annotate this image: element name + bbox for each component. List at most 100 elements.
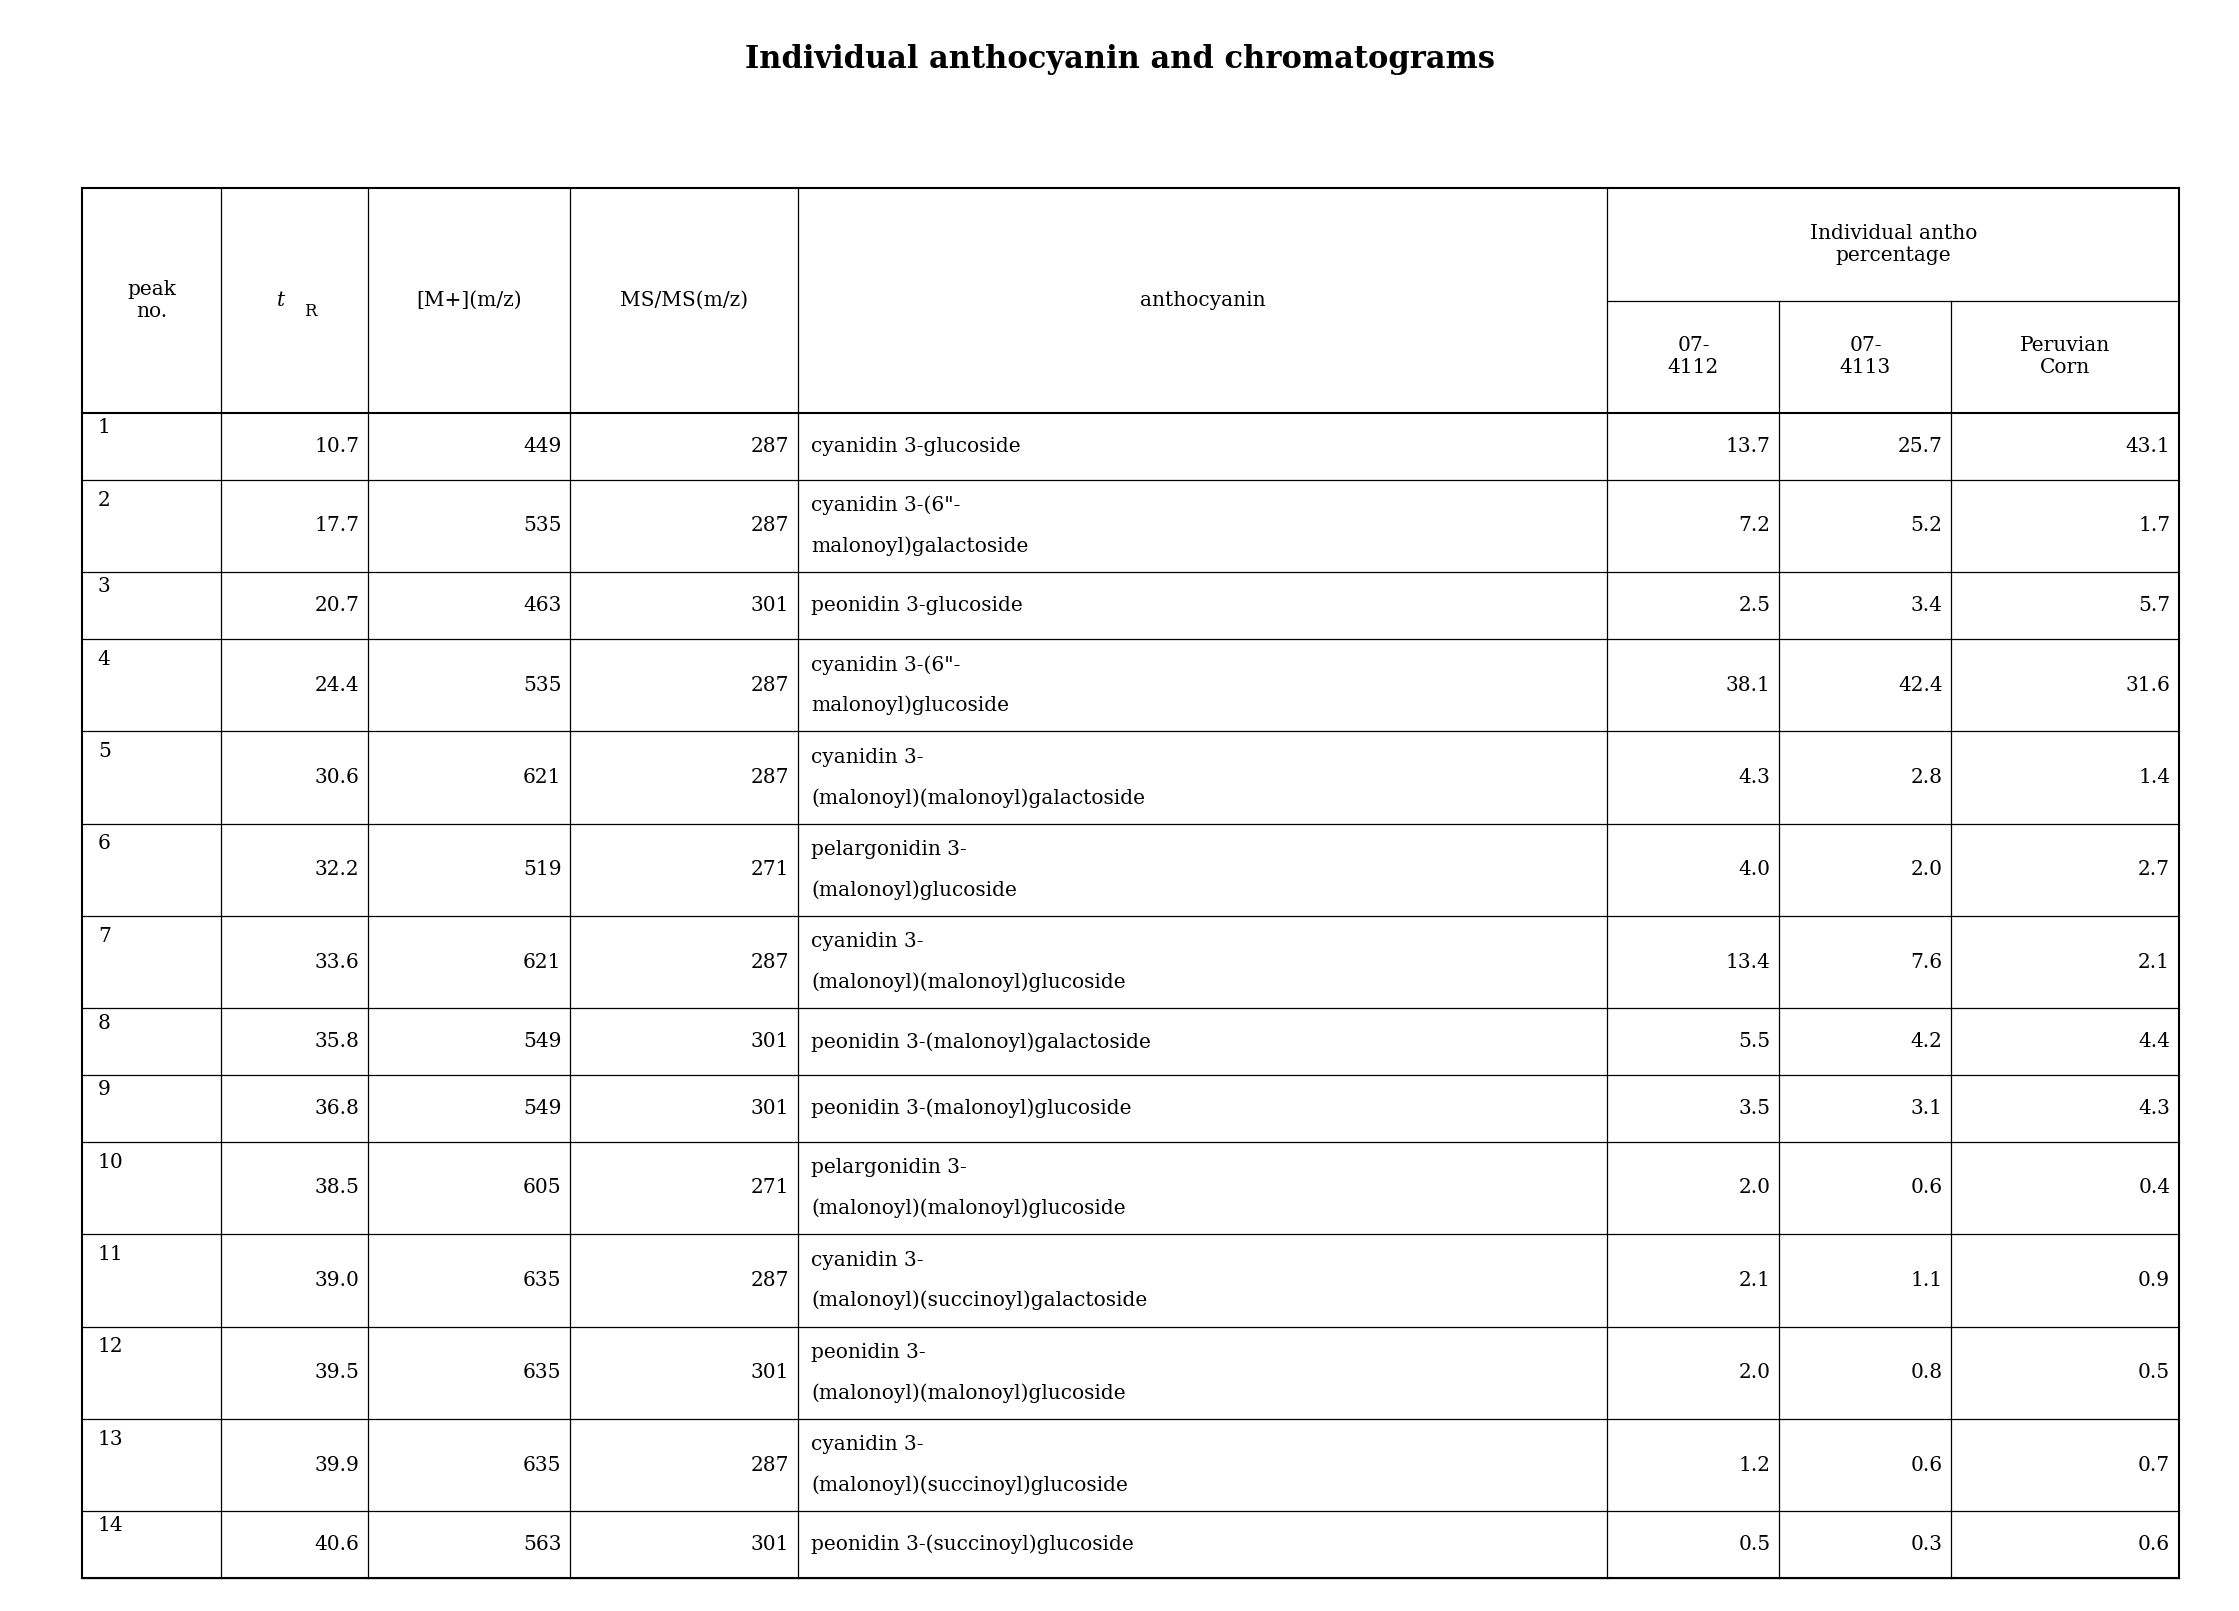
- Text: R: R: [305, 303, 316, 321]
- Text: 13: 13: [99, 1429, 123, 1448]
- Text: 30.6: 30.6: [313, 768, 358, 786]
- Text: 4.3: 4.3: [1740, 768, 1771, 786]
- Text: 8: 8: [99, 1013, 110, 1033]
- Text: peonidin 3-(malonoyl)galactoside: peonidin 3-(malonoyl)galactoside: [811, 1033, 1151, 1052]
- Text: 6: 6: [99, 834, 110, 854]
- Text: 17.7: 17.7: [313, 517, 358, 535]
- Text: 33.6: 33.6: [313, 952, 358, 971]
- Text: Individual antho
percentage: Individual antho percentage: [1809, 224, 1977, 266]
- Text: cyanidin 3-: cyanidin 3-: [811, 1250, 925, 1269]
- Text: 0.9: 0.9: [2138, 1271, 2170, 1290]
- Text: 4.4: 4.4: [2138, 1033, 2170, 1052]
- Text: 42.4: 42.4: [1899, 675, 1943, 694]
- Text: 301: 301: [750, 1099, 788, 1118]
- Text: 287: 287: [750, 952, 788, 971]
- Text: 287: 287: [750, 437, 788, 456]
- Text: 0.6: 0.6: [1910, 1179, 1943, 1197]
- Text: 07-
4112: 07- 4112: [1668, 337, 1720, 377]
- Text: 2.8: 2.8: [1910, 768, 1943, 786]
- Text: 5: 5: [99, 743, 110, 760]
- Text: (malonoyl)glucoside: (malonoyl)glucoside: [811, 880, 1017, 901]
- Text: 3.1: 3.1: [1910, 1099, 1943, 1118]
- Text: 301: 301: [750, 1535, 788, 1555]
- Text: peonidin 3-: peonidin 3-: [811, 1344, 927, 1361]
- Text: 24.4: 24.4: [313, 675, 358, 694]
- Text: 549: 549: [524, 1033, 562, 1052]
- Text: peak
no.: peak no.: [128, 280, 177, 321]
- Text: 4.2: 4.2: [1910, 1033, 1943, 1052]
- Text: 32.2: 32.2: [313, 860, 358, 880]
- Text: 13.7: 13.7: [1726, 437, 1771, 456]
- Text: 463: 463: [524, 596, 562, 615]
- Text: malonoyl)galactoside: malonoyl)galactoside: [811, 536, 1028, 556]
- Text: 40.6: 40.6: [313, 1535, 358, 1555]
- Text: 38.1: 38.1: [1726, 675, 1771, 694]
- Text: 39.9: 39.9: [313, 1456, 358, 1474]
- Text: cyanidin 3-(6"-: cyanidin 3-(6"-: [811, 496, 961, 516]
- Text: (malonoyl)(succinoyl)glucoside: (malonoyl)(succinoyl)glucoside: [811, 1476, 1128, 1495]
- Text: 0.5: 0.5: [2138, 1363, 2170, 1382]
- Text: 535: 535: [524, 517, 562, 535]
- Text: MS/MS(m/z): MS/MS(m/z): [620, 292, 748, 311]
- Text: 3.4: 3.4: [1910, 596, 1943, 615]
- Text: 11: 11: [99, 1245, 123, 1265]
- Text: 2.0: 2.0: [1910, 860, 1943, 880]
- Text: pelargonidin 3-: pelargonidin 3-: [811, 839, 967, 859]
- Text: 301: 301: [750, 1033, 788, 1052]
- Text: 2.0: 2.0: [1737, 1179, 1771, 1197]
- Text: (malonoyl)(malonoyl)galactoside: (malonoyl)(malonoyl)galactoside: [811, 788, 1146, 807]
- Text: 9: 9: [99, 1081, 110, 1099]
- Text: 2.7: 2.7: [2138, 860, 2170, 880]
- Text: (malonoyl)(malonoyl)glucoside: (malonoyl)(malonoyl)glucoside: [811, 973, 1126, 992]
- Text: peonidin 3-glucoside: peonidin 3-glucoside: [811, 596, 1023, 615]
- Text: 3.5: 3.5: [1737, 1099, 1771, 1118]
- Text: 635: 635: [524, 1363, 562, 1382]
- Text: 38.5: 38.5: [313, 1179, 358, 1197]
- Text: pelargonidin 3-: pelargonidin 3-: [811, 1158, 967, 1178]
- Text: 1.4: 1.4: [2138, 768, 2170, 786]
- Text: 563: 563: [524, 1535, 562, 1555]
- Text: 0.5: 0.5: [1737, 1535, 1771, 1555]
- Text: cyanidin 3-: cyanidin 3-: [811, 748, 925, 767]
- Text: 549: 549: [524, 1099, 562, 1118]
- Text: t: t: [278, 292, 284, 311]
- Text: 39.0: 39.0: [313, 1271, 358, 1290]
- Text: 10: 10: [99, 1152, 123, 1171]
- Text: 621: 621: [524, 952, 562, 971]
- Text: 1.7: 1.7: [2138, 517, 2170, 535]
- Text: Peruvian
Corn: Peruvian Corn: [2020, 337, 2111, 377]
- Text: 7: 7: [99, 926, 110, 946]
- Text: (malonoyl)(malonoyl)glucoside: (malonoyl)(malonoyl)glucoside: [811, 1199, 1126, 1218]
- Text: 287: 287: [750, 1456, 788, 1474]
- Text: cyanidin 3-(6"-: cyanidin 3-(6"-: [811, 654, 961, 675]
- Text: 287: 287: [750, 1271, 788, 1290]
- Text: 7.6: 7.6: [1910, 952, 1943, 971]
- Text: 12: 12: [99, 1337, 123, 1356]
- Text: 287: 287: [750, 768, 788, 786]
- Text: 2.5: 2.5: [1737, 596, 1771, 615]
- Text: 519: 519: [524, 860, 562, 880]
- Text: 3: 3: [99, 577, 110, 596]
- Text: 0.7: 0.7: [2138, 1456, 2170, 1474]
- Text: 5.7: 5.7: [2138, 596, 2170, 615]
- Text: 5.2: 5.2: [1910, 517, 1943, 535]
- Text: 287: 287: [750, 675, 788, 694]
- Text: 2.0: 2.0: [1737, 1363, 1771, 1382]
- Text: 7.2: 7.2: [1737, 517, 1771, 535]
- Text: 39.5: 39.5: [313, 1363, 358, 1382]
- Text: 535: 535: [524, 675, 562, 694]
- Text: 2: 2: [99, 490, 110, 509]
- Text: anthocyanin: anthocyanin: [1140, 292, 1265, 311]
- Text: cyanidin 3-: cyanidin 3-: [811, 933, 925, 952]
- Text: [M+](m/z): [M+](m/z): [416, 292, 522, 311]
- Text: 36.8: 36.8: [313, 1099, 358, 1118]
- Text: 0.8: 0.8: [1910, 1363, 1943, 1382]
- Text: 271: 271: [750, 860, 788, 880]
- Text: cyanidin 3-: cyanidin 3-: [811, 1435, 925, 1455]
- Text: 635: 635: [524, 1456, 562, 1474]
- Text: 5.5: 5.5: [1737, 1033, 1771, 1052]
- Text: 20.7: 20.7: [313, 596, 358, 615]
- Text: 0.3: 0.3: [1910, 1535, 1943, 1555]
- Text: 43.1: 43.1: [2125, 437, 2170, 456]
- Text: 301: 301: [750, 1363, 788, 1382]
